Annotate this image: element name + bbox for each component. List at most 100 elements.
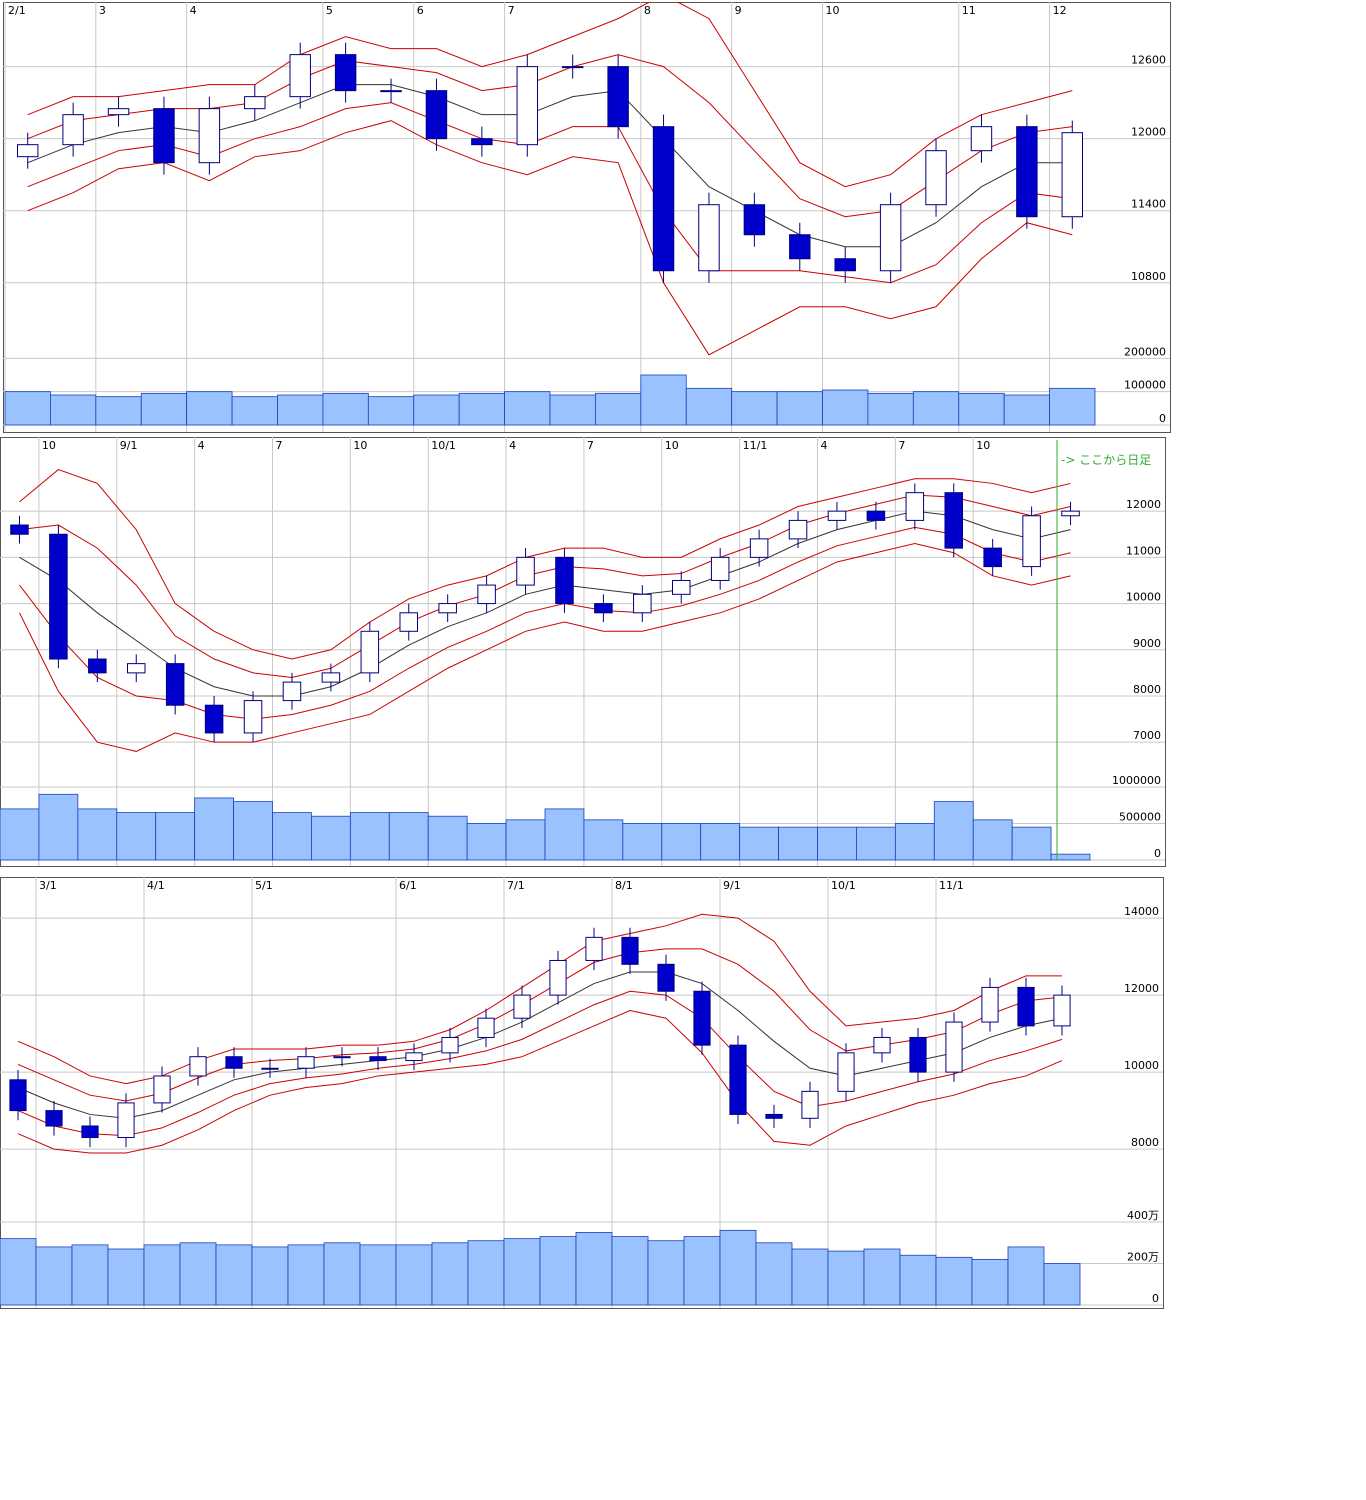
candle-body <box>45 1110 63 1127</box>
candle-body <box>81 1125 99 1139</box>
candle-body <box>873 1036 891 1054</box>
y-tick-label: 0 <box>1154 847 1161 860</box>
candle-body <box>261 1067 279 1070</box>
candle-body <box>513 994 531 1019</box>
x-tick-label: 7/1 <box>507 879 525 892</box>
y-tick-label: 12600 <box>1131 54 1166 67</box>
candle-body <box>765 1113 783 1119</box>
volume-bar <box>311 815 351 861</box>
candle-body <box>516 556 535 586</box>
candle-body <box>243 700 263 734</box>
volume-bar <box>933 801 974 861</box>
volume-bars <box>0 1229 1081 1306</box>
candle-body <box>126 663 146 674</box>
volume-bar <box>583 819 624 861</box>
x-tick-label: 4 <box>190 4 197 17</box>
candle-body <box>438 603 457 614</box>
volume-bar <box>503 1238 541 1306</box>
volume-bar <box>935 1256 973 1306</box>
volume-bar <box>179 1242 217 1306</box>
volume-bar <box>272 812 312 861</box>
y-tick-label: 8000 <box>1133 683 1161 696</box>
volume-bar <box>739 826 779 861</box>
candle-body <box>657 963 675 992</box>
volume-bar <box>194 797 234 861</box>
candle-body <box>1016 126 1038 218</box>
volume-bar <box>467 1240 505 1306</box>
volume-bar <box>4 391 51 426</box>
volume-bar <box>155 812 196 861</box>
candle-body <box>117 1102 135 1139</box>
x-tick-label: 10 <box>42 439 56 452</box>
volume-bar <box>1050 853 1091 861</box>
x-tick-label: 10/1 <box>831 879 856 892</box>
x-tick-label: 11/1 <box>939 879 964 892</box>
volume-bar <box>287 1244 325 1306</box>
volume-bar <box>233 801 273 861</box>
candle-body <box>244 96 266 110</box>
candle-body <box>944 492 964 549</box>
volume-bar <box>539 1236 577 1306</box>
volume-bar <box>388 812 429 861</box>
chart-frame <box>3 2 1171 433</box>
x-tick-label: 12 <box>1053 4 1067 17</box>
candle-body <box>729 1044 747 1115</box>
candle-body <box>1053 994 1071 1027</box>
volume-bar <box>504 391 551 426</box>
y-tick-label: 500000 <box>1119 811 1161 824</box>
volume-bar <box>776 391 823 426</box>
candle-body <box>165 663 185 706</box>
candle-body <box>633 593 652 614</box>
volume-bar <box>791 1248 829 1306</box>
volume-bar <box>685 387 733 426</box>
volume-bar <box>867 392 914 426</box>
candle-body <box>321 672 341 683</box>
candle-body <box>549 959 567 996</box>
volume-bar <box>323 1242 361 1306</box>
x-tick-label: 4 <box>821 439 828 452</box>
candle-body <box>983 547 1002 568</box>
candle-body <box>1017 986 1035 1027</box>
bands <box>19 469 1071 752</box>
x-tick-label: 9/1 <box>120 439 138 452</box>
x-tick-label: 4/1 <box>147 879 165 892</box>
candle-body <box>981 986 999 1023</box>
x-tick-label: 9/1 <box>723 879 741 892</box>
candle-body <box>909 1036 927 1073</box>
x-tick-label: 10/1 <box>431 439 456 452</box>
volume-bar <box>1011 826 1052 861</box>
volume-bar <box>972 819 1013 861</box>
candle-body <box>153 1075 171 1104</box>
volume-bar <box>778 826 818 861</box>
candle-body <box>789 234 811 260</box>
x-tick-label: 8/1 <box>615 879 633 892</box>
volume-bar <box>731 391 778 426</box>
candle-body <box>189 1056 207 1077</box>
volume-bar <box>35 1246 73 1306</box>
candle-body <box>925 150 947 206</box>
volume-bar <box>50 394 97 426</box>
y-tick-label: 11400 <box>1131 198 1166 211</box>
candle-body <box>1022 515 1041 568</box>
candle-body <box>621 936 639 965</box>
x-tick-label: 7 <box>508 4 515 17</box>
x-tick-label: 2/1 <box>8 4 26 17</box>
candle-body <box>945 1021 963 1073</box>
volume-bar <box>95 396 142 426</box>
candle-body <box>905 492 925 521</box>
volume-bar <box>817 826 857 861</box>
candle-body <box>827 510 847 521</box>
x-tick-label: 5/1 <box>255 879 273 892</box>
volume-bar <box>575 1232 613 1306</box>
volume-bar <box>971 1258 1009 1306</box>
stock-chart: 3/1 4/1 5/1 6/1 7/1 8/1 9/1 10/1 11/1 8000 10000 12… <box>0 877 1164 1309</box>
volume-bar <box>595 392 642 426</box>
candle-body <box>198 108 221 164</box>
volume-bar <box>458 392 505 426</box>
volume-bar <box>1043 1263 1081 1306</box>
y-tick-label: 12000 <box>1124 982 1159 995</box>
band-line <box>19 510 1071 697</box>
x-tick-label: 4 <box>509 439 516 452</box>
volume-bar <box>822 389 869 426</box>
candle-body <box>9 1079 27 1112</box>
